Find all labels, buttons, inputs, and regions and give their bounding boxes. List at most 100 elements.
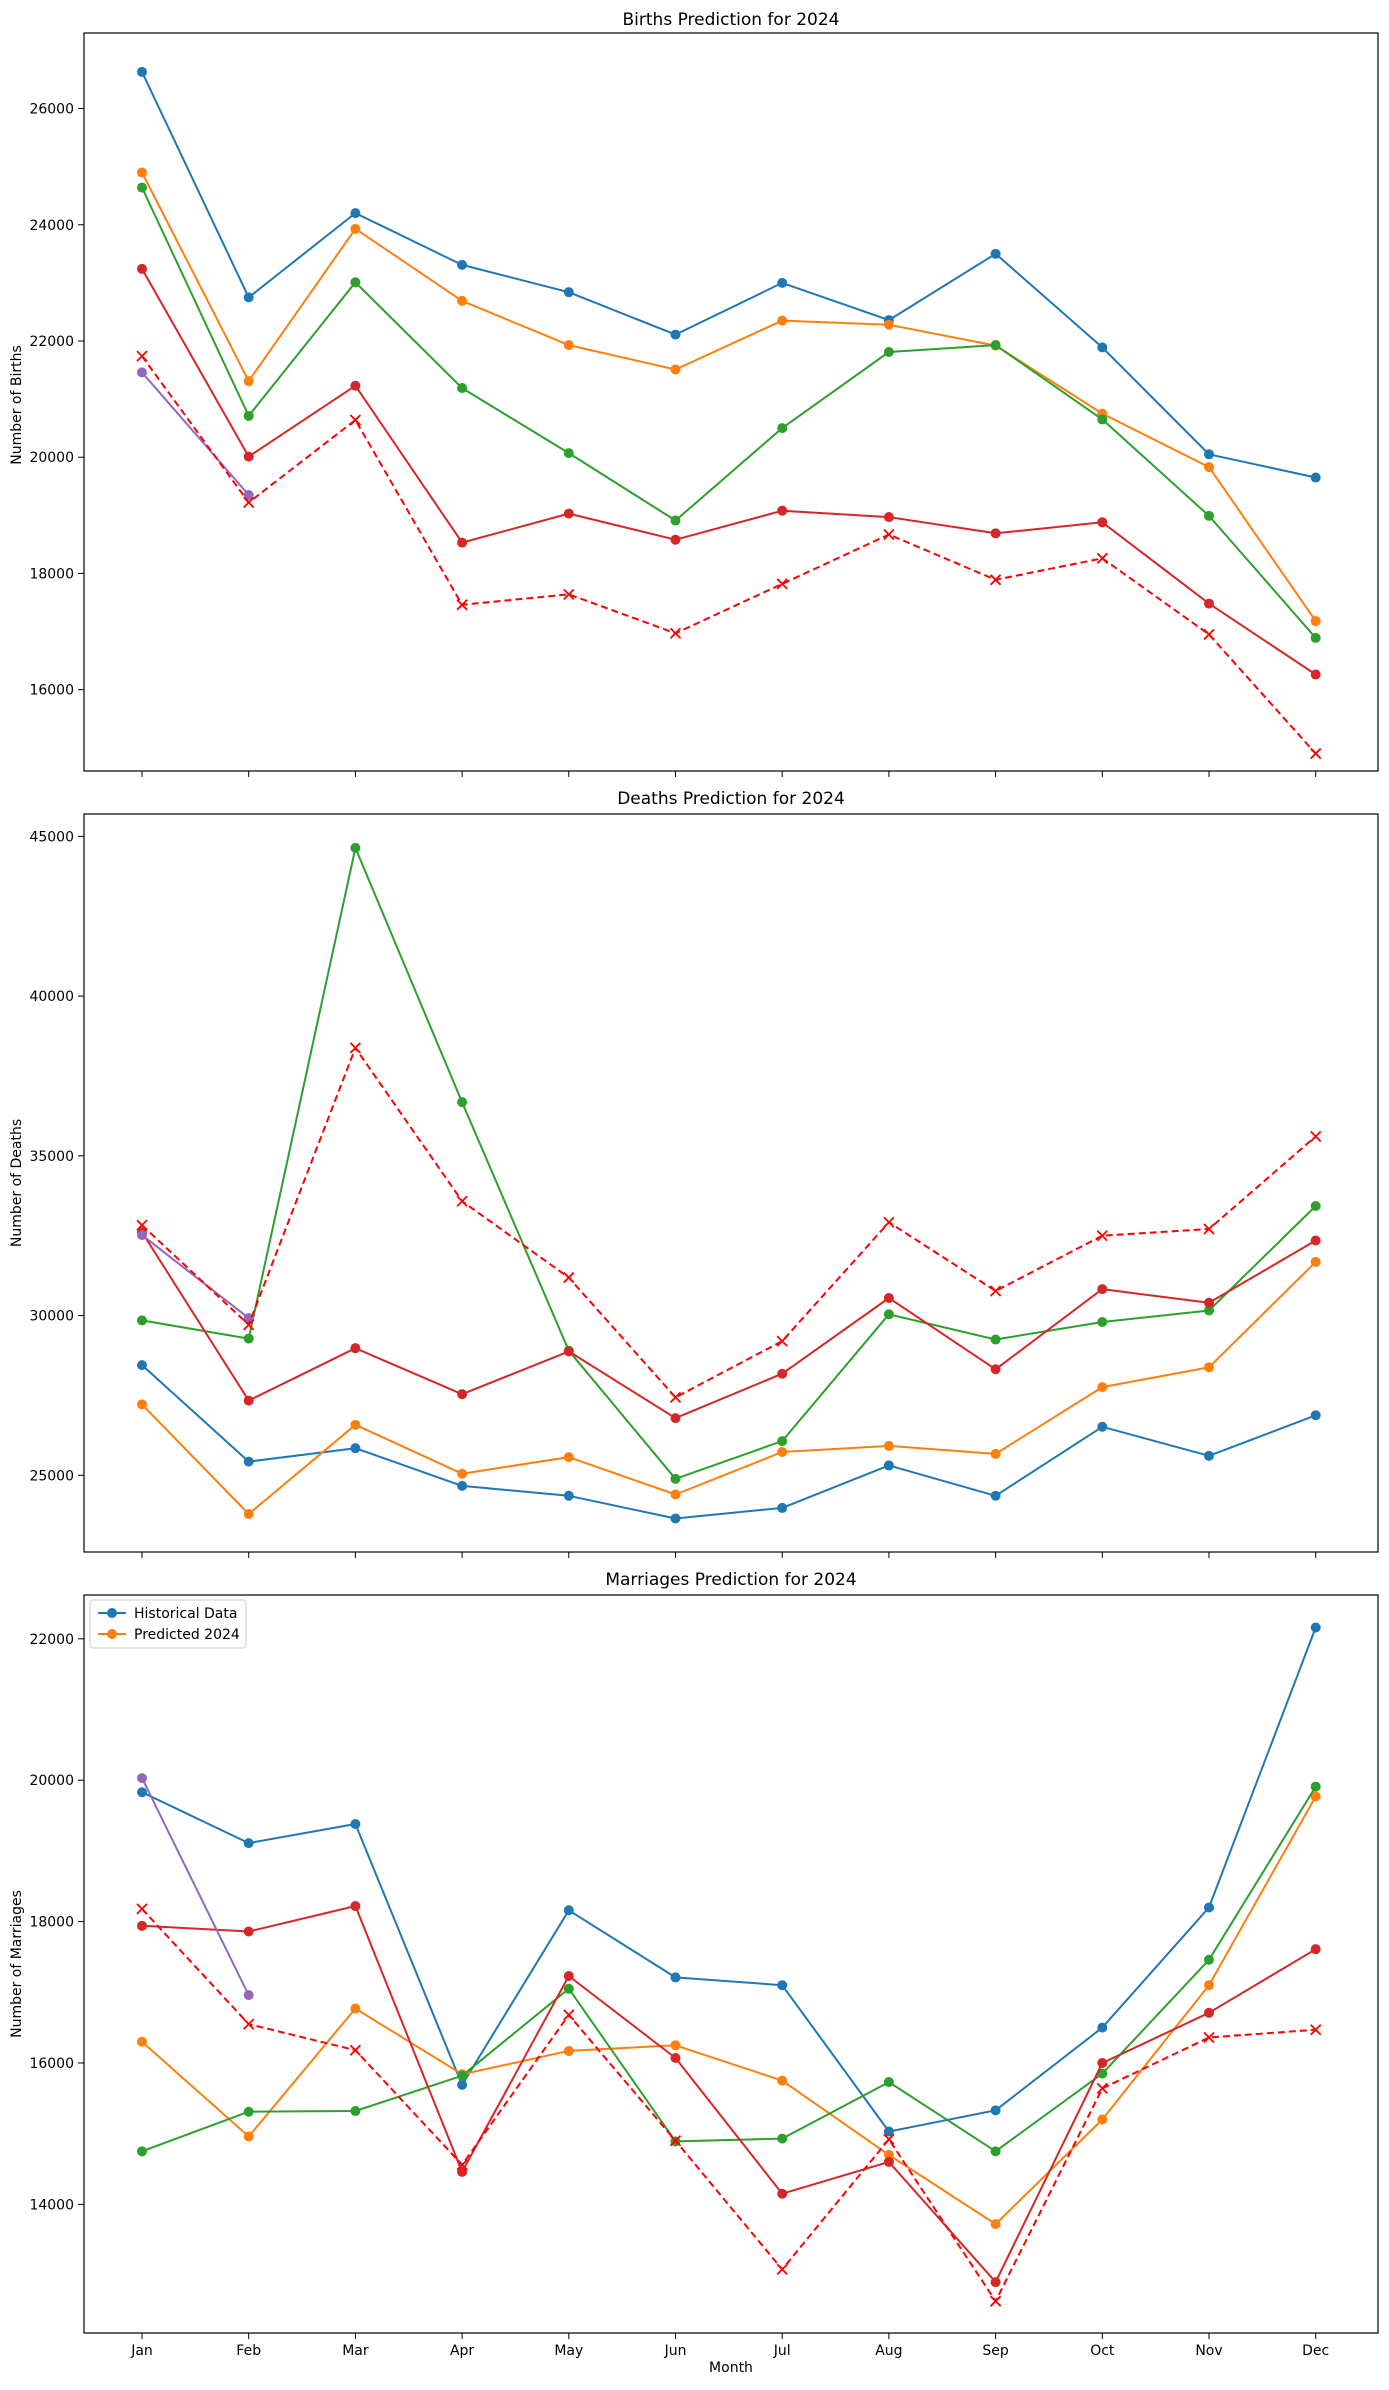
births-series-orange-point (243, 376, 254, 387)
deaths-chart: Deaths Prediction for 2024 Number of Dea… (9, 789, 1379, 1558)
births-chart-title: Births Prediction for 2024 (623, 10, 840, 30)
marriages-series-purple-line (141, 1777, 250, 1996)
births-series-blue-line (141, 71, 1316, 479)
marriages-x-tick-label: May (554, 2343, 583, 2359)
marriages-series-red-point (990, 2277, 1001, 2288)
marriages-series (136, 1622, 1322, 2307)
marriages-series-red-dashed-point (1310, 2024, 1322, 2036)
births-series-orange-point (883, 319, 894, 330)
deaths-series-red-dashed-point (669, 1391, 682, 1404)
marriages-series-green-point (990, 2146, 1001, 2157)
births-series-orange-point (137, 167, 147, 178)
marriages-series-red-dashed-point (563, 2009, 575, 2021)
deaths-series-red-dashed-point (136, 1219, 148, 1231)
marriages-series-orange-point (1310, 1791, 1321, 1802)
marriages-series-red-line (141, 1905, 1317, 2284)
deaths-series-red-dashed-point (1096, 1230, 1108, 1242)
marriages-series-green-point (457, 2070, 468, 2081)
marriages-series-green-point (883, 2077, 894, 2088)
marriages-y-tick-label: 16000 (29, 2056, 74, 2072)
marriages-x-tick-label: Mar (342, 2343, 369, 2359)
deaths-series-green-point (990, 1334, 1001, 1345)
marriages-series-orange-point (350, 2003, 361, 2014)
marriages-y-tick-label: 20000 (29, 1773, 74, 1789)
marriages-series-red-point (350, 1901, 361, 1912)
births-chart: Births Prediction for 2024 Number of Bir… (9, 10, 1379, 777)
marriages-series-orange-point (1204, 1980, 1214, 1991)
births-series-red-point (670, 534, 681, 545)
deaths-series-red-point (1097, 1284, 1108, 1295)
marriages-series-red-dashed-point (243, 2018, 255, 2030)
deaths-series-red-point (563, 1346, 574, 1357)
deaths-chart-title: Deaths Prediction for 2024 (617, 789, 845, 809)
deaths-series-green-point (1097, 1316, 1108, 1327)
marriages-chart-title: Marriages Prediction for 2024 (605, 1570, 856, 1590)
births-series-red-dashed-point (776, 578, 788, 590)
deaths-y-axis-label: Number of Deaths (9, 1119, 25, 1247)
deaths-series-orange-point (1310, 1256, 1321, 1267)
births-series-red-point (777, 505, 788, 516)
legend-label-predicted: Predicted 2024 (134, 1627, 240, 1643)
marriages-series-green-point (1310, 1781, 1321, 1792)
marriages-series-red-point (457, 2166, 468, 2177)
deaths-series-orange-point (137, 1399, 147, 1410)
marriages-x-tick-label: Jun (664, 2343, 687, 2359)
deaths-series-red-dashed-point (989, 1285, 1002, 1297)
marriages-series-orange-point (243, 2131, 254, 2142)
births-series-red-dashed-point (1310, 747, 1322, 760)
deaths-series-orange-point (243, 1508, 254, 1519)
marriages-series-red-dashed-line (141, 1908, 1316, 2303)
deaths-x-ticks (141, 1552, 1317, 1558)
deaths-series-red-dashed-point (243, 1319, 255, 1331)
marriages-plot-frame (83, 1594, 1379, 2334)
births-series-red-dashed-point (989, 574, 1002, 586)
deaths-series-green-point (777, 1436, 788, 1447)
births-series-green-point (1310, 632, 1321, 643)
births-series-red-point (457, 537, 468, 548)
marriages-y-ticks: 14000 16000 18000 20000 22000 (29, 1632, 84, 2213)
marriages-x-tick-label: Aug (875, 2343, 902, 2359)
births-series-red-dashed-point (456, 599, 468, 611)
marriages-series-red-dashed-point (349, 2044, 362, 2056)
births-series-orange-point (670, 364, 681, 375)
marriages-series-blue-point (137, 1787, 147, 1798)
marriages-series-red-point (777, 2188, 788, 2199)
deaths-series-orange-point (670, 1489, 681, 1500)
marriages-series-red-dashed-point (456, 2159, 468, 2171)
births-series-red-dashed-point (883, 528, 895, 541)
marriages-series-red-dashed-point (669, 2135, 682, 2147)
marriages-series-green-point (350, 2106, 361, 2117)
deaths-series (136, 842, 1322, 1524)
marriages-x-tick-label: Oct (1090, 2343, 1115, 2359)
legend-box (89, 1599, 247, 1649)
deaths-series-red-point (777, 1368, 788, 1379)
marriages-series-red-dashed-point (883, 2133, 895, 2145)
deaths-series-red-point (243, 1395, 254, 1406)
deaths-series-orange-point (777, 1447, 788, 1458)
marriages-series-purple-point (243, 1990, 254, 2001)
births-series-green-point (1097, 414, 1108, 425)
deaths-series-green-line (141, 846, 1317, 1480)
marriages-x-tick-label: Dec (1302, 2343, 1329, 2359)
births-series-purple-line (141, 371, 250, 496)
deaths-y-tick-label: 40000 (29, 989, 74, 1005)
deaths-series-blue-point (1310, 1410, 1321, 1421)
births-series-red-line (141, 268, 1317, 676)
marriages-x-tick-label: Jul (773, 2343, 791, 2359)
births-series-green-point (670, 515, 681, 526)
births-x-ticks (141, 771, 1317, 777)
marriages-series-green-point (1204, 1954, 1214, 1965)
deaths-series-green-point (1310, 1201, 1321, 1212)
marriages-series-blue-point (563, 1905, 574, 1916)
marriages-series-green-point (563, 1983, 574, 1994)
deaths-series-green-point (1204, 1305, 1214, 1316)
births-series-green-point (457, 383, 468, 394)
marriages-series-blue-point (777, 1980, 788, 1991)
births-series-orange-point (563, 340, 574, 351)
births-plot-frame (83, 32, 1379, 772)
births-series-red-point (883, 512, 894, 523)
deaths-y-ticks: 25000 30000 35000 40000 45000 (29, 829, 84, 1484)
births-series-red-dashed-line (141, 355, 1317, 755)
marriages-series-blue-point (883, 2126, 894, 2137)
marriages-series-orange-point (990, 2219, 1001, 2230)
